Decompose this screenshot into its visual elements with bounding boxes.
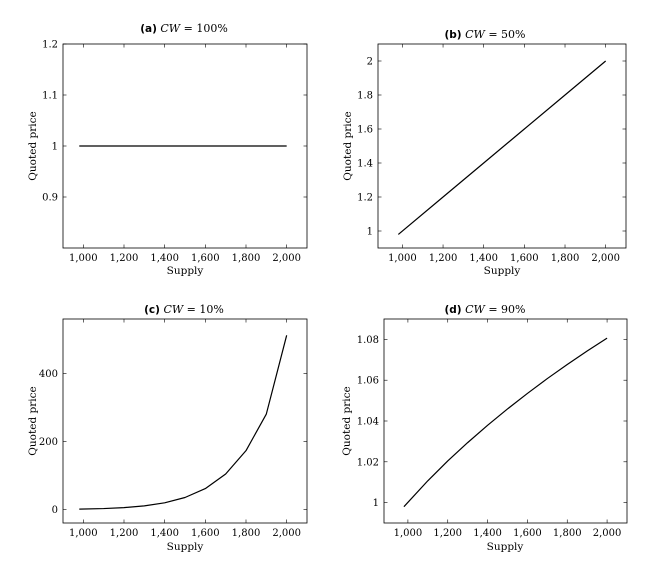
panel-b-series-line — [397, 60, 607, 235]
panel-d-title-rest: = 90% — [485, 303, 526, 316]
panel-d-xtick-label: 1,400 — [473, 528, 502, 539]
panel-a-xtick-label: 1,600 — [191, 253, 220, 264]
panel-b-xlabel: Supply — [484, 265, 521, 277]
panel-d-xtick-label: 1,000 — [394, 528, 423, 539]
panel-b-xtick-label: 1,400 — [469, 253, 498, 264]
panel-b-xtick-label: 1,800 — [551, 253, 580, 264]
panel-b-ytick-label: 1.2 — [357, 193, 373, 204]
panel-d-ytick-label: 1.02 — [357, 457, 379, 468]
panel-b-ticks: 1,000 1,200 1,400 1,600 1,800 2,000 1 1.2 1.4 1.6… — [357, 44, 626, 264]
panel-a: (a) CW = 100% 1,000 1,200 1,400 1,600 1,800 2… — [27, 22, 308, 277]
panel-a-xtick-label: 1,400 — [150, 253, 179, 264]
panel-b-xtick-label: 1,600 — [510, 253, 539, 264]
panel-c-xlabel: Supply — [167, 541, 204, 553]
panel-d-ytick-label: 1 — [373, 498, 379, 509]
panel-b-ytick-label: 1.8 — [357, 91, 373, 102]
panel-a-xtick-label: 1,800 — [232, 253, 261, 264]
panel-a-xtick-label: 2,000 — [272, 253, 301, 264]
panel-d-xlabel: Supply — [487, 541, 524, 553]
panel-b-ytick-label: 1 — [367, 227, 373, 238]
panel-c-ytick-label: 200 — [39, 437, 58, 448]
panel-b-xtick-label: 1,200 — [429, 253, 458, 264]
panel-c-ylabel: Quoted price — [27, 386, 39, 455]
panel-d-ticks: 1,000 1,200 1,400 1,600 1,800 2,000 1 1.02 1.04 1… — [357, 319, 627, 539]
panel-b-frame — [377, 43, 627, 249]
panel-c-title: (c) CW = 10% — [144, 303, 224, 316]
panel-d: (d) CW = 90% 1,000 1,200 1,400 1,600 1,800 2,… — [341, 303, 628, 553]
panel-b-title: (b) CW = 50% — [444, 28, 525, 41]
panel-c-xtick-label: 1,000 — [69, 528, 98, 539]
panel-a-title-rest: = 100% — [180, 22, 228, 35]
panel-c-frame — [62, 318, 308, 524]
panel-c-title-prefix: (c) — [144, 304, 160, 316]
panel-c-series-line — [79, 335, 288, 510]
panel-d-ylabel: Quoted price — [341, 386, 353, 455]
panel-a-xlabel: Supply — [167, 265, 204, 277]
panel-d-lines — [403, 337, 608, 508]
panel-b-title-rest: = 50% — [485, 28, 526, 41]
panel-a-ytick-label: 0.9 — [42, 193, 58, 204]
panel-c-xtick-label: 1,800 — [232, 528, 261, 539]
panel-d-series-line — [403, 337, 608, 508]
panel-d-frame — [383, 318, 628, 524]
panel-d-xtick-label: 1,800 — [553, 528, 582, 539]
panel-d-title-prefix: (d) — [444, 304, 461, 316]
panel-d-title: (d) CW = 90% — [444, 303, 525, 316]
panel-b-title-var: CW — [465, 28, 486, 41]
panel-a-ylabel: Quoted price — [27, 111, 39, 180]
panel-a-title: (a) CW = 100% — [140, 22, 228, 35]
panel-a-ytick-label: 1 — [52, 142, 58, 153]
panel-b-xtick-label: 2,000 — [591, 253, 620, 264]
panel-d-ytick-label: 1.06 — [357, 376, 379, 387]
panel-d-ytick-label: 1.08 — [357, 335, 379, 346]
panel-c-ytick-label: 0 — [52, 505, 58, 516]
panel-b-ytick-label: 2 — [367, 57, 373, 68]
panel-a-xtick-label: 1,000 — [69, 253, 98, 264]
panel-d-ytick-label: 1.04 — [357, 417, 379, 428]
panel-c-title-var: CW — [163, 303, 184, 316]
panel-a-title-var: CW — [160, 22, 181, 35]
panel-d-title-var: CW — [465, 303, 486, 316]
panel-c-xtick-label: 1,200 — [110, 528, 139, 539]
panel-a-frame — [62, 43, 308, 249]
panel-a-ytick-label: 1.2 — [42, 40, 58, 51]
panel-c-ytick-label: 400 — [39, 369, 58, 380]
panel-c: (c) CW = 10% 1,000 1,200 1,400 1,600 1,800 2,… — [27, 303, 308, 553]
panel-c-lines — [79, 335, 288, 510]
panel-c-ticks: 1,000 1,200 1,400 1,600 1,800 2,000 0 200 400 — [39, 319, 307, 539]
panel-c-xtick-label: 1,600 — [191, 528, 220, 539]
panel-a-xtick-label: 1,200 — [110, 253, 139, 264]
panel-b-ylabel: Quoted price — [342, 111, 354, 180]
panel-b-xtick-label: 1,000 — [388, 253, 417, 264]
panel-b-lines — [397, 60, 607, 235]
panel-b-ytick-label: 1.6 — [357, 125, 373, 136]
panel-d-xtick-label: 1,200 — [433, 528, 462, 539]
panel-b-ytick-label: 1.4 — [357, 159, 373, 170]
panel-a-title-prefix: (a) — [140, 23, 157, 35]
panel-a-ytick-label: 1.1 — [42, 91, 58, 102]
panel-c-xtick-label: 1,400 — [150, 528, 179, 539]
panel-b: (b) CW = 50% 1,000 1,200 1,400 1,600 1,800 2,… — [342, 28, 627, 277]
panel-b-title-prefix: (b) — [444, 29, 461, 41]
panel-c-title-rest: = 10% — [183, 303, 224, 316]
panel-c-xtick-label: 2,000 — [272, 528, 301, 539]
panel-d-xtick-label: 2,000 — [593, 528, 622, 539]
panel-d-xtick-label: 1,600 — [513, 528, 542, 539]
panel-a-ticks: 1,000 1,200 1,400 1,600 1,800 2,000 0.9 1 1.1 1.2 — [42, 40, 307, 264]
